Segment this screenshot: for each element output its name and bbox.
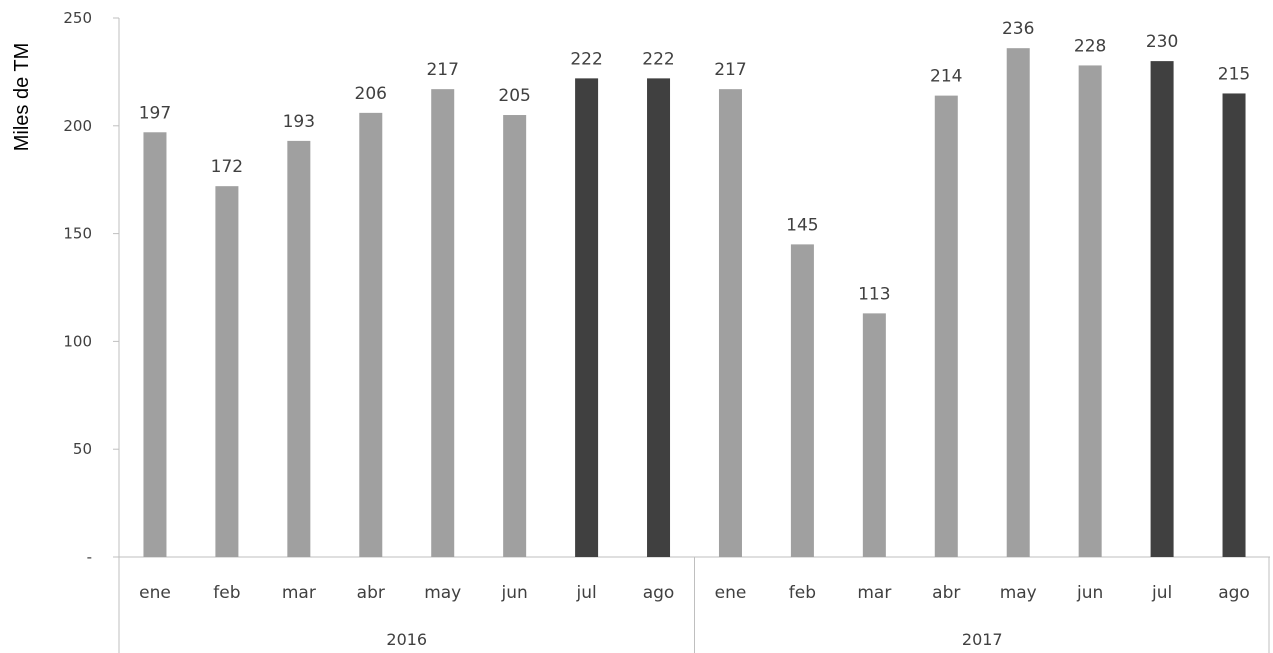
data-label: 222: [570, 49, 602, 69]
bar: [359, 112, 383, 557]
x-group-label: 2016: [386, 630, 427, 649]
y-axis-title: Miles de TM: [11, 43, 33, 152]
y-tick-label: 250: [63, 9, 92, 27]
y-tick-label: 100: [63, 332, 92, 350]
x-category-label: ene: [139, 583, 171, 603]
bar: [718, 89, 742, 557]
bar: [647, 78, 671, 558]
x-group-label: 2017: [962, 630, 1003, 649]
data-label: 222: [642, 49, 674, 69]
bar: [431, 89, 455, 557]
x-category-label: ago: [1218, 583, 1250, 603]
x-axis-categories: ene feb mar abr may jun jul ago ene feb mar abr may j…: [139, 583, 1250, 603]
x-category-label: jun: [1076, 583, 1103, 603]
data-label: 197: [139, 103, 171, 123]
bar: [503, 115, 527, 558]
x-axis-groups: 2016 2017: [386, 630, 1002, 649]
data-label: 145: [786, 215, 818, 235]
x-category-label: may: [1000, 583, 1037, 603]
x-category-label: jul: [1151, 583, 1172, 603]
bar: [790, 244, 814, 557]
data-label: 113: [858, 284, 890, 304]
data-label: 236: [1002, 19, 1034, 39]
x-category-label: feb: [213, 583, 240, 603]
x-category-label: ago: [643, 583, 675, 603]
y-tick-label: 50: [73, 440, 92, 458]
data-label: 214: [930, 67, 962, 87]
bar: [934, 95, 958, 557]
y-tick-label: -: [87, 548, 92, 566]
data-label: 193: [283, 112, 315, 132]
x-category-label: may: [424, 583, 461, 603]
x-category-label: ene: [715, 583, 747, 603]
bar: [215, 186, 239, 557]
x-category-label: mar: [282, 583, 316, 603]
data-label: 230: [1146, 32, 1178, 52]
data-label: 217: [714, 60, 746, 80]
data-labels: 197 172 193 206 217 205 222 222 217 145 113 214 236 2…: [139, 19, 1251, 304]
x-category-label: jun: [501, 583, 528, 603]
data-label: 206: [355, 84, 387, 104]
y-axis-ticks: - 50 100 150 200 250: [63, 9, 119, 566]
data-label: 172: [211, 157, 243, 177]
data-label: 205: [498, 86, 530, 106]
data-label: 217: [426, 60, 458, 80]
bars: [143, 48, 1246, 558]
data-label: 215: [1218, 64, 1250, 84]
bar: [1006, 48, 1030, 558]
bar: [1078, 65, 1102, 557]
data-label: 228: [1074, 36, 1106, 56]
x-category-label: abr: [357, 583, 385, 603]
x-category-label: mar: [857, 583, 891, 603]
x-category-label: abr: [932, 583, 960, 603]
bar: [575, 78, 599, 558]
bar: [862, 313, 886, 557]
bar: [1222, 93, 1246, 558]
y-tick-label: 150: [63, 225, 92, 243]
y-tick-label: 200: [63, 117, 92, 135]
x-category-label: feb: [789, 583, 816, 603]
bar: [287, 140, 311, 557]
x-category-label: jul: [575, 583, 596, 603]
bar: [143, 132, 167, 557]
bar: [1150, 61, 1174, 558]
